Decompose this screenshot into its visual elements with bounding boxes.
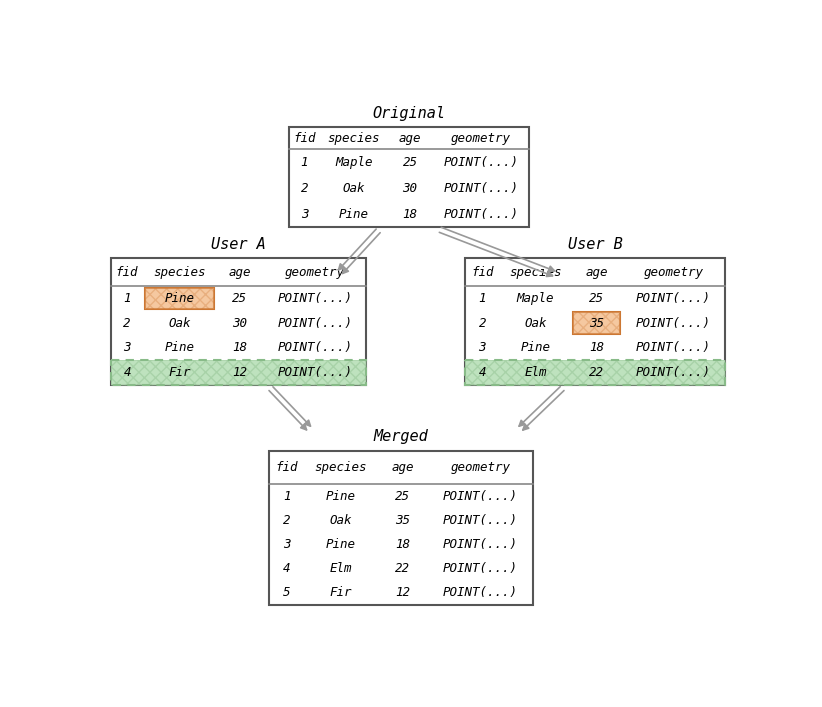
Text: Pine: Pine [326, 538, 356, 551]
Text: 3: 3 [123, 341, 131, 354]
Text: 5: 5 [283, 586, 290, 599]
Text: fid: fid [275, 461, 298, 474]
Bar [465, 361, 725, 385]
Text: age: age [585, 266, 607, 279]
Text: 22: 22 [589, 366, 604, 379]
Text: POINT(...): POINT(...) [635, 341, 711, 354]
Text: Pine: Pine [326, 490, 356, 503]
Text: Maple: Maple [517, 292, 554, 305]
Text: Pine: Pine [339, 208, 368, 221]
Text: 35: 35 [589, 317, 604, 329]
Text: 25: 25 [395, 490, 410, 503]
Text: 25: 25 [232, 292, 247, 305]
Text: POINT(...): POINT(...) [443, 490, 518, 503]
Text: Elm: Elm [330, 562, 352, 575]
Text: species: species [510, 266, 561, 279]
Text: geometry: geometry [285, 266, 345, 279]
Text: POINT(...): POINT(...) [443, 514, 518, 527]
Text: 1: 1 [301, 156, 308, 169]
Text: POINT(...): POINT(...) [635, 317, 711, 329]
Text: species: species [327, 132, 380, 145]
Bar [465, 258, 725, 385]
Text: 2: 2 [478, 317, 486, 329]
Text: 2: 2 [123, 317, 131, 329]
FancyBboxPatch shape [574, 312, 620, 334]
Text: Pine: Pine [164, 341, 195, 354]
Text: 30: 30 [232, 317, 247, 329]
Text: Maple: Maple [335, 156, 372, 169]
Text: 3: 3 [283, 538, 290, 551]
Text: Fir: Fir [169, 366, 191, 379]
Text: 4: 4 [123, 366, 131, 379]
Text: fid: fid [116, 266, 138, 279]
Text: age: age [399, 132, 422, 145]
Bar [289, 127, 529, 227]
Text: Oak: Oak [169, 317, 191, 329]
Text: 1: 1 [478, 292, 486, 305]
Text: User A: User A [211, 237, 266, 252]
Text: species: species [153, 266, 206, 279]
Text: POINT(...): POINT(...) [443, 562, 518, 575]
Text: 35: 35 [395, 514, 410, 527]
Text: POINT(...): POINT(...) [443, 538, 518, 551]
Text: POINT(...): POINT(...) [443, 156, 519, 169]
Text: age: age [391, 461, 413, 474]
Text: Elm: Elm [524, 366, 547, 379]
Text: 2: 2 [301, 182, 308, 194]
Text: 25: 25 [403, 156, 418, 169]
Text: Merged: Merged [374, 429, 428, 445]
Text: 1: 1 [123, 292, 131, 305]
Text: geometry: geometry [643, 266, 703, 279]
FancyBboxPatch shape [574, 312, 620, 334]
FancyBboxPatch shape [145, 288, 214, 309]
Text: 18: 18 [589, 341, 604, 354]
Text: POINT(...): POINT(...) [443, 586, 518, 599]
Text: 18: 18 [232, 341, 247, 354]
Text: 30: 30 [403, 182, 418, 194]
Text: 2: 2 [283, 514, 290, 527]
Text: Oak: Oak [343, 182, 365, 194]
Text: Oak: Oak [524, 317, 547, 329]
Bar [270, 450, 533, 604]
Text: Pine: Pine [520, 341, 551, 354]
Bar [110, 361, 367, 385]
Text: Fir: Fir [330, 586, 352, 599]
Text: Original: Original [372, 106, 446, 121]
Text: 4: 4 [478, 366, 486, 379]
Text: 18: 18 [403, 208, 418, 221]
Bar [110, 361, 367, 385]
Text: POINT(...): POINT(...) [443, 208, 519, 221]
Bar [110, 361, 367, 385]
Text: fid: fid [471, 266, 493, 279]
Text: Pine: Pine [164, 292, 195, 305]
Text: 4: 4 [283, 562, 290, 575]
Text: 3: 3 [478, 341, 486, 354]
Bar [465, 361, 725, 385]
Text: POINT(...): POINT(...) [635, 366, 711, 379]
Text: 3: 3 [301, 208, 308, 221]
Text: User B: User B [568, 237, 622, 252]
Text: Oak: Oak [330, 514, 352, 527]
Text: geometry: geometry [451, 132, 511, 145]
Text: 25: 25 [589, 292, 604, 305]
Text: 12: 12 [395, 586, 410, 599]
Text: POINT(...): POINT(...) [278, 317, 353, 329]
Text: 1: 1 [283, 490, 290, 503]
Text: geometry: geometry [450, 461, 510, 474]
Text: fid: fid [293, 132, 316, 145]
Text: species: species [314, 461, 367, 474]
Text: 22: 22 [395, 562, 410, 575]
Text: 18: 18 [395, 538, 410, 551]
Text: POINT(...): POINT(...) [443, 182, 519, 194]
Bar [110, 258, 367, 385]
Text: POINT(...): POINT(...) [635, 292, 711, 305]
Text: age: age [229, 266, 251, 279]
FancyBboxPatch shape [145, 288, 214, 309]
Bar [465, 361, 725, 385]
Text: POINT(...): POINT(...) [278, 366, 353, 379]
Text: POINT(...): POINT(...) [278, 341, 353, 354]
Text: 12: 12 [232, 366, 247, 379]
Text: POINT(...): POINT(...) [278, 292, 353, 305]
